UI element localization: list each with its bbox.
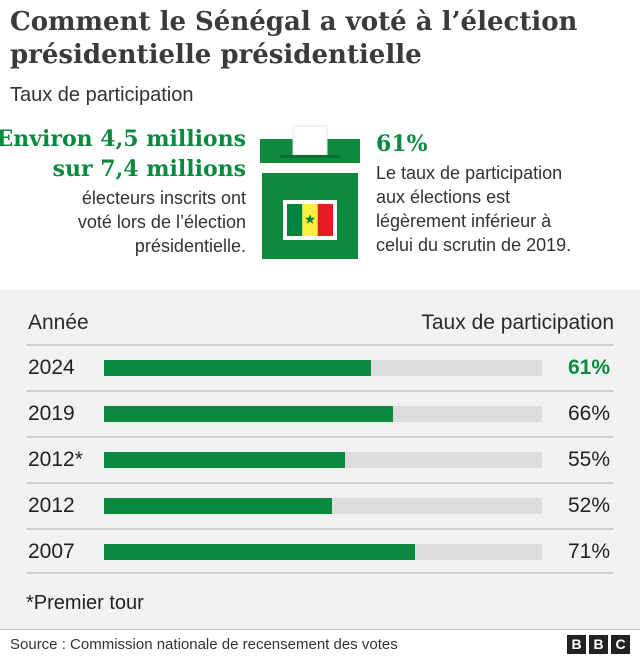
logo-letter: B [567,635,586,654]
turnout-value-label: 52% [567,494,610,517]
year-label: 2019 [28,402,75,425]
turnout-bar [104,360,372,376]
year-label: 2012 [28,494,75,517]
row-divider [26,344,614,346]
page-title: Comment le Sénégal a voté à l’élection p… [10,7,578,70]
turnout-desc-line3: légèrement inférieur à [376,211,552,231]
turnout-bar [104,544,415,560]
senegal-flag-green-band [287,204,303,236]
ballot-paper [292,125,328,156]
turnout-value-label: 61% [567,356,610,379]
bar-track [104,360,542,376]
turnout-bar [104,406,394,422]
subtitle: Taux de participation [10,84,194,106]
turnout-value-label: 71% [567,540,610,563]
turnout-bar [104,498,332,514]
voters-summary: Environ 4,5 millions sur 7,4 millions [0,124,246,184]
senegal-flag-star-icon [304,214,316,224]
bar-track [104,498,542,514]
source-note: Source : Commission nationale de recense… [10,636,398,653]
year-label: 2012* [28,448,83,471]
row-divider [26,482,614,484]
footnote: *Premier tour [26,592,144,614]
turnout-value-label: 55% [567,448,610,471]
turnout-desc-line1: Le taux de participation [376,163,563,183]
ballot-slot [280,155,340,158]
bbc-logo: B B C [567,635,630,654]
year-label: 2007 [28,540,75,563]
column-header-year: Année [28,311,89,334]
voters-count-line1: Environ 4,5 millions [0,126,246,152]
voters-desc-line2: voté lors de l’élection [77,212,246,232]
logo-letter: B [589,635,608,654]
row-divider [26,528,614,530]
voters-description: électeurs inscrits ont voté lors de l’él… [78,186,246,258]
voters-desc-line3: présidentielle. [134,236,246,256]
bar-track [104,406,542,422]
column-header-turnout: Taux de participation [421,311,614,334]
ballot-box-icon [260,125,360,259]
logo-letter: C [611,635,630,654]
turnout-value-label: 66% [567,402,610,425]
senegal-flag-red-band [317,204,333,236]
turnout-desc-line2: aux élections est [376,187,511,207]
turnout-description: Le taux de participation aux élections e… [376,161,571,257]
bar-track [104,544,542,560]
row-divider [26,390,614,392]
turnout-bar [104,452,345,468]
row-divider [26,436,614,438]
voters-count-line2: sur 7,4 millions [52,156,246,182]
row-divider [26,572,614,574]
turnout-value: 61% [376,131,428,157]
footer-divider [0,629,640,630]
turnout-desc-line4: celui du scrutin de 2019. [376,235,572,255]
bar-track [104,452,542,468]
voters-desc-line1: électeurs inscrits ont [81,188,246,208]
year-label: 2024 [28,356,75,379]
